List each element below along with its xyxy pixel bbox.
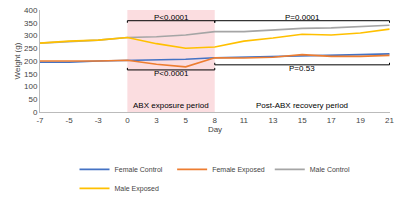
svg-text:200: 200 xyxy=(24,57,38,66)
svg-text:0: 0 xyxy=(33,108,38,117)
svg-text:21: 21 xyxy=(385,116,394,125)
svg-text:250: 250 xyxy=(24,44,38,53)
svg-text:Day: Day xyxy=(208,125,222,134)
svg-text:Post-ABX recovery period: Post-ABX recovery period xyxy=(256,101,348,110)
svg-text:P=0.0001: P=0.0001 xyxy=(285,13,320,22)
svg-text:Weight (g): Weight (g) xyxy=(13,42,22,79)
svg-text:Male Control: Male Control xyxy=(310,166,350,173)
svg-text:3: 3 xyxy=(154,116,159,125)
svg-text:400: 400 xyxy=(24,6,38,15)
svg-text:100: 100 xyxy=(24,82,38,91)
svg-text:5: 5 xyxy=(183,116,188,125)
svg-text:-5: -5 xyxy=(66,116,74,125)
svg-text:13: 13 xyxy=(269,116,278,125)
svg-text:-3: -3 xyxy=(95,116,103,125)
svg-text:P=0.53: P=0.53 xyxy=(289,64,315,73)
svg-text:-7: -7 xyxy=(36,116,44,125)
svg-text:50: 50 xyxy=(28,95,37,104)
svg-text:19: 19 xyxy=(356,116,365,125)
svg-text:150: 150 xyxy=(24,70,38,79)
svg-text:17: 17 xyxy=(327,116,336,125)
svg-text:Female Control: Female Control xyxy=(115,166,163,173)
svg-text:P<0.0001: P<0.0001 xyxy=(154,13,189,22)
svg-text:300: 300 xyxy=(24,31,38,40)
svg-text:0: 0 xyxy=(125,116,130,125)
svg-text:11: 11 xyxy=(240,116,249,125)
svg-text:Female Exposed: Female Exposed xyxy=(212,166,265,174)
svg-text:15: 15 xyxy=(298,116,307,125)
svg-text:8: 8 xyxy=(213,116,218,125)
svg-text:P<0.0001: P<0.0001 xyxy=(154,69,189,78)
svg-text:350: 350 xyxy=(24,19,38,28)
svg-text:ABX exposure period: ABX exposure period xyxy=(133,101,209,110)
svg-text:Male Exposed: Male Exposed xyxy=(115,185,159,193)
